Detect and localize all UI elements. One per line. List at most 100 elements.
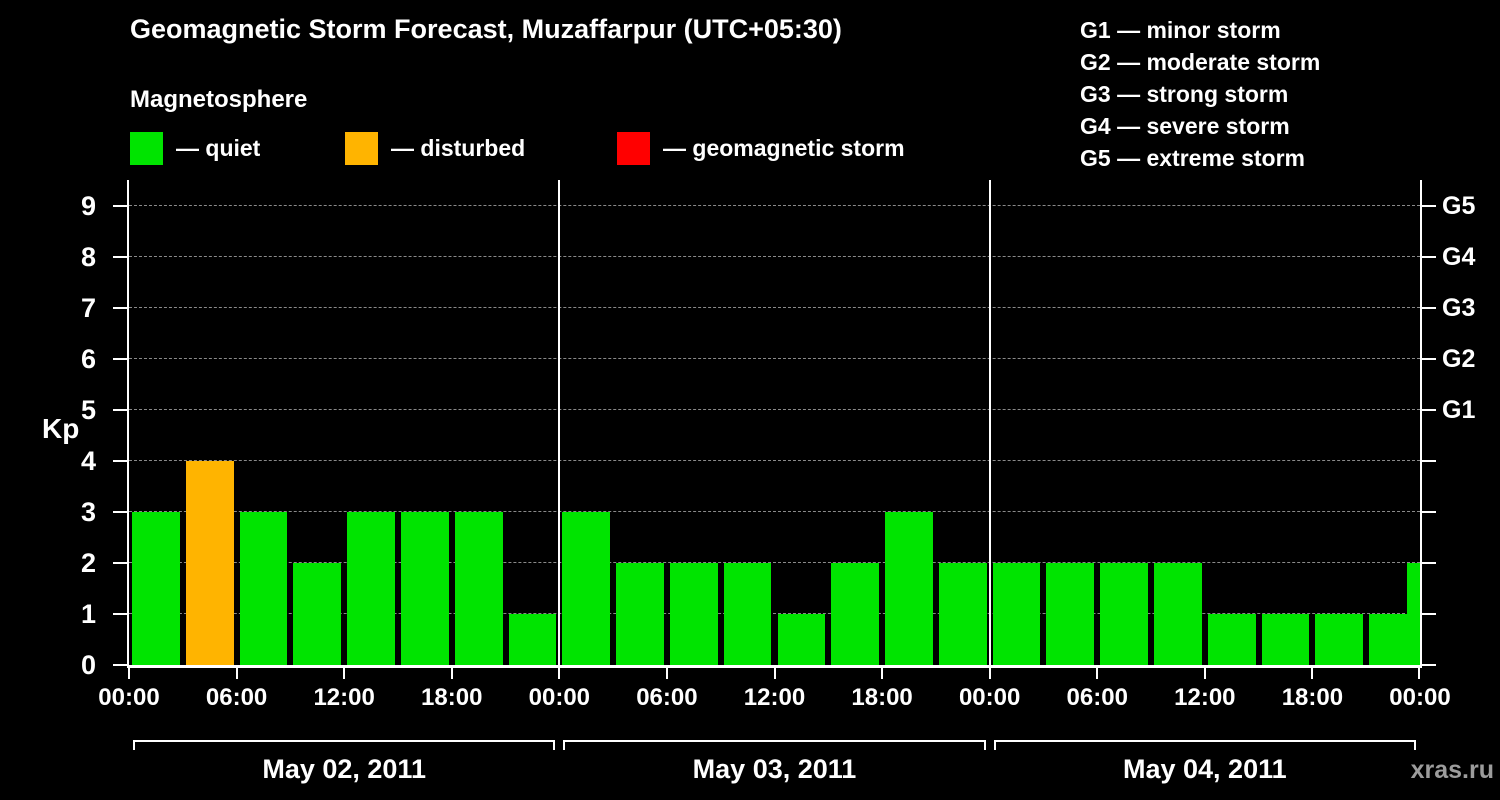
y-tick-mark — [1422, 255, 1436, 258]
x-tick-mark — [128, 666, 130, 679]
y-tick-label: 7 — [80, 292, 96, 323]
y-tick-mark — [1422, 612, 1436, 615]
legend-item-storm: — geomagnetic storm — [617, 132, 905, 165]
y-tick-mark — [1422, 664, 1436, 666]
y-tick-mark — [113, 357, 127, 360]
chart-title: Geomagnetic Storm Forecast, Muzaffarpur … — [130, 14, 842, 44]
g-tick-label-G3: G3 — [1442, 293, 1476, 322]
y-tick-mark — [113, 664, 127, 666]
g-scale-legend-row: G1 — minor storm — [1080, 17, 1281, 43]
x-tick-mark — [665, 666, 668, 679]
gridline-kp-7 — [129, 306, 1420, 308]
kp-bar — [454, 511, 503, 665]
kp-bar — [132, 511, 180, 665]
y-tick-label: 9 — [80, 190, 96, 221]
x-tick-mark — [1418, 666, 1420, 679]
kp-bar — [1207, 613, 1256, 665]
y-tick-mark — [113, 561, 127, 564]
x-tick-label: 06:00 — [205, 684, 268, 711]
y-tick-mark — [113, 459, 127, 462]
gridline-kp-9 — [129, 204, 1420, 206]
y-tick-mark — [113, 510, 127, 513]
legend-label-quiet: — quiet — [176, 135, 261, 161]
x-tick-mark — [988, 666, 991, 679]
y-tick-label: 4 — [80, 445, 96, 476]
y-tick-mark — [113, 204, 127, 207]
date-brackets: May 02, 2011 May 03, 2011 May 04, 2011 — [129, 740, 1420, 798]
kp-bar — [347, 511, 395, 665]
x-tick-label: 00:00 — [528, 684, 591, 711]
left-tick-marks — [113, 180, 127, 666]
kp-bar — [938, 562, 987, 665]
kp-bar — [831, 562, 880, 665]
y-tick-label: 5 — [80, 394, 96, 425]
y-tick-label: 6 — [80, 343, 96, 374]
x-tick-label: 18:00 — [851, 684, 913, 711]
kp-bar — [1154, 562, 1202, 665]
bottom-tick-marks — [128, 666, 1420, 680]
y-tick-mark — [1422, 561, 1436, 564]
x-tick-mark — [235, 666, 238, 679]
y-tick-mark — [113, 612, 127, 615]
y-tick-mark — [1422, 510, 1436, 513]
y-tick-mark — [1422, 408, 1436, 411]
gridline-kp-3 — [129, 510, 1420, 512]
g-scale-legend: G1 — minor storm G2 — moderate storm G3 … — [1080, 14, 1320, 174]
kp-bar — [1046, 562, 1095, 665]
kp-bar — [1100, 562, 1149, 665]
date-label: May 02, 2011 — [262, 754, 426, 784]
g-tick-label-G4: G4 — [1442, 242, 1476, 271]
y-tick-mark — [113, 408, 127, 411]
y-axis-title: Kp — [42, 413, 80, 444]
date-bracket: May 03, 2011 — [563, 740, 986, 784]
magnetosphere-label: Magnetosphere — [130, 86, 308, 113]
x-tick-mark — [881, 666, 884, 679]
date-bracket: May 04, 2011 — [993, 740, 1416, 784]
g-tick-label-G2: G2 — [1442, 344, 1476, 373]
kp-bar — [669, 562, 718, 665]
date-label: May 03, 2011 — [692, 754, 857, 784]
y-tick-label: 8 — [80, 241, 96, 272]
watermark-link[interactable]: xras.ru — [1410, 756, 1494, 784]
kp-bar — [1261, 613, 1310, 665]
y-tick-label: 3 — [80, 496, 96, 527]
y-tick-label: 0 — [80, 650, 96, 680]
y-tick-label: 2 — [80, 547, 96, 578]
storm-swatch-icon — [617, 132, 650, 165]
y-tick-mark — [1422, 459, 1436, 462]
y-tick-labels: 0 1 2 3 4 5 6 7 8 9 — [0, 180, 110, 680]
right-tick-marks — [1422, 180, 1436, 666]
quiet-swatch-icon — [130, 132, 163, 165]
gridline-kp-5 — [129, 408, 1420, 410]
kp-bar — [885, 511, 933, 665]
x-tick-label: 00:00 — [958, 684, 1021, 711]
gridline-kp-2 — [129, 561, 1420, 563]
g-tick-labels: G1 G2 G3 G4 G5 — [1442, 180, 1500, 665]
x-tick-label: 12:00 — [1174, 684, 1236, 711]
kp-bar — [508, 613, 557, 665]
kp-bar — [239, 511, 288, 665]
x-tick-mark — [1311, 666, 1314, 679]
g-scale-legend-row: G2 — moderate storm — [1080, 49, 1321, 75]
x-tick-mark — [558, 666, 561, 679]
y-tick-mark — [113, 306, 127, 309]
x-tick-mark — [773, 666, 776, 679]
y-tick-mark — [113, 255, 127, 258]
x-tick-mark — [450, 666, 453, 679]
kp-bar — [1315, 613, 1364, 665]
gridline-kp-1 — [129, 612, 1420, 614]
x-tick-mark — [343, 666, 346, 679]
y-tick-mark — [1422, 306, 1436, 309]
y-tick-mark — [1422, 204, 1436, 207]
x-tick-mark — [1203, 666, 1206, 679]
date-bracket: May 02, 2011 — [133, 740, 556, 784]
kp-bar — [400, 511, 449, 665]
kp-bar — [616, 562, 664, 665]
x-tick-label: 12:00 — [313, 684, 375, 711]
date-label: May 04, 2011 — [1123, 754, 1287, 784]
gridline-kp-8 — [129, 255, 1420, 257]
x-tick-label: 18:00 — [1281, 684, 1344, 711]
kp-bar-partial — [1407, 562, 1420, 665]
legend-item-quiet: — quiet — [130, 132, 260, 165]
